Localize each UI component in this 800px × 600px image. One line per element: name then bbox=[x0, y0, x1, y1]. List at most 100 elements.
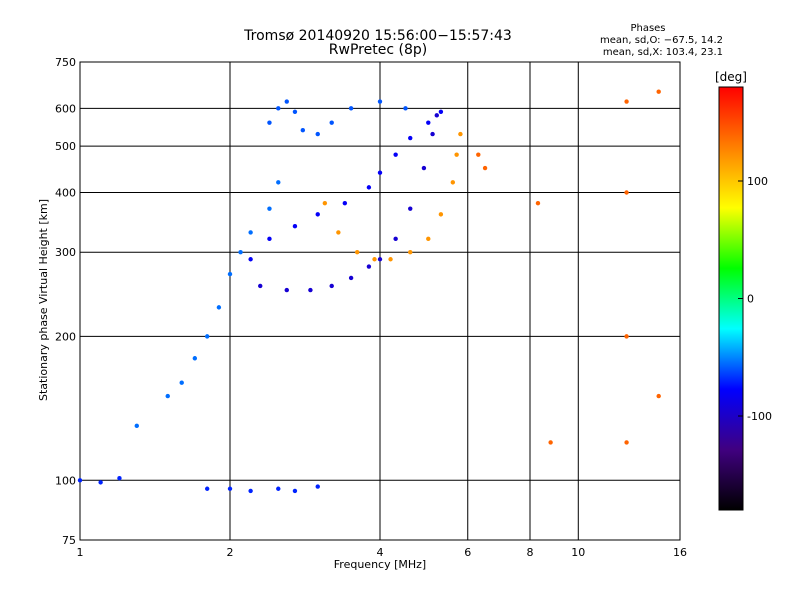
data-point bbox=[248, 257, 253, 262]
data-point bbox=[393, 236, 398, 242]
data-point bbox=[248, 488, 253, 494]
data-point bbox=[292, 109, 298, 115]
data-point bbox=[284, 287, 289, 293]
data-point bbox=[336, 230, 341, 235]
x-tick-label: 6 bbox=[464, 546, 471, 559]
data-point bbox=[377, 99, 383, 104]
title-group: Tromsø 20140920 15:56:00−15:57:43 RwPret… bbox=[243, 28, 512, 58]
data-point bbox=[238, 250, 243, 255]
data-point bbox=[179, 380, 184, 385]
data-point bbox=[624, 190, 629, 195]
data-point bbox=[535, 200, 541, 206]
data-point bbox=[267, 120, 272, 125]
data-point bbox=[366, 264, 372, 269]
data-point bbox=[476, 152, 481, 157]
y-axis-label: Stationary phase Virtual Height [km] bbox=[37, 199, 50, 401]
data-point bbox=[354, 250, 360, 255]
data-point bbox=[403, 106, 408, 111]
legend-title: Phases bbox=[630, 23, 665, 34]
chart-title: Tromsø 20140920 15:56:00−15:57:43 bbox=[243, 28, 512, 44]
data-point bbox=[134, 423, 139, 429]
data-point bbox=[117, 476, 122, 481]
series-group bbox=[77, 476, 320, 494]
colorbar-label: [deg] bbox=[715, 70, 747, 84]
data-point bbox=[300, 127, 306, 133]
data-point bbox=[227, 271, 233, 277]
data-point bbox=[438, 109, 444, 115]
series-group bbox=[476, 89, 661, 445]
data-point bbox=[348, 275, 354, 281]
data-point bbox=[284, 99, 289, 104]
data-point bbox=[77, 478, 83, 483]
colorbar-tick-label: 0 bbox=[747, 293, 754, 306]
x-tick-label: 2 bbox=[227, 546, 234, 559]
data-point bbox=[430, 131, 435, 137]
data-point bbox=[248, 230, 253, 235]
data-point bbox=[388, 257, 393, 262]
data-point bbox=[656, 393, 661, 399]
chart-subtitle: RwPretec (8p) bbox=[329, 42, 427, 58]
data-point bbox=[656, 89, 661, 94]
series-group bbox=[258, 113, 439, 293]
x-tick-label: 16 bbox=[673, 546, 687, 559]
data-point bbox=[267, 236, 272, 242]
data-point bbox=[204, 486, 210, 491]
data-point bbox=[165, 393, 170, 399]
data-point bbox=[548, 440, 553, 445]
data-point bbox=[342, 200, 348, 206]
data-point bbox=[258, 283, 263, 289]
data-point bbox=[426, 120, 431, 125]
data-point bbox=[292, 488, 298, 494]
x-tick-label: 1 bbox=[77, 546, 84, 559]
data-point bbox=[372, 257, 377, 262]
y-tick-label: 75 bbox=[62, 534, 76, 547]
data-point bbox=[315, 131, 320, 137]
series-group bbox=[248, 109, 444, 262]
data-point bbox=[315, 484, 320, 489]
data-point bbox=[204, 334, 210, 339]
data-point bbox=[377, 257, 383, 262]
y-tick-label: 400 bbox=[55, 186, 76, 199]
data-point bbox=[408, 135, 413, 141]
data-point bbox=[329, 120, 334, 125]
y-tick-label: 500 bbox=[55, 140, 76, 153]
data-point bbox=[308, 287, 313, 293]
data-point bbox=[393, 152, 398, 157]
data-point bbox=[348, 106, 354, 111]
colorbar: [deg] 100 0 -100 bbox=[715, 70, 772, 511]
data-point bbox=[408, 250, 413, 255]
data-point bbox=[450, 180, 456, 185]
data-point bbox=[434, 113, 439, 118]
data-point bbox=[482, 165, 488, 171]
series-group bbox=[267, 99, 408, 137]
data-point bbox=[276, 486, 281, 491]
series-group bbox=[134, 180, 281, 429]
data-point bbox=[458, 131, 463, 137]
data-point bbox=[438, 212, 444, 217]
plot-area: 1 2 4 6 8 10 16 75 100 200 300 400 500 600 750 bbox=[55, 56, 687, 559]
data-point bbox=[421, 165, 427, 171]
data-point bbox=[276, 106, 281, 111]
series-group bbox=[322, 131, 463, 262]
data-point bbox=[98, 480, 103, 485]
y-tick-label: 100 bbox=[55, 474, 76, 487]
data-point bbox=[377, 170, 383, 175]
data-point bbox=[624, 99, 629, 104]
colorbar-tick-label: -100 bbox=[747, 410, 772, 423]
data-point bbox=[366, 185, 372, 190]
data-point bbox=[276, 180, 281, 185]
y-tick-label: 300 bbox=[55, 246, 76, 259]
data-point bbox=[322, 200, 328, 206]
data-point bbox=[216, 305, 222, 310]
data-point bbox=[292, 224, 298, 229]
x-tick-label: 10 bbox=[571, 546, 585, 559]
data-point bbox=[408, 206, 413, 211]
data-point bbox=[624, 440, 629, 445]
legend-x-stats: mean, sd,X: 103.4, 23.1 bbox=[603, 47, 723, 58]
x-axis-label: Frequency [MHz] bbox=[334, 558, 426, 571]
data-point bbox=[315, 212, 320, 217]
x-tick-label: 4 bbox=[377, 546, 384, 559]
data-point bbox=[454, 152, 459, 157]
data-point bbox=[329, 283, 334, 289]
